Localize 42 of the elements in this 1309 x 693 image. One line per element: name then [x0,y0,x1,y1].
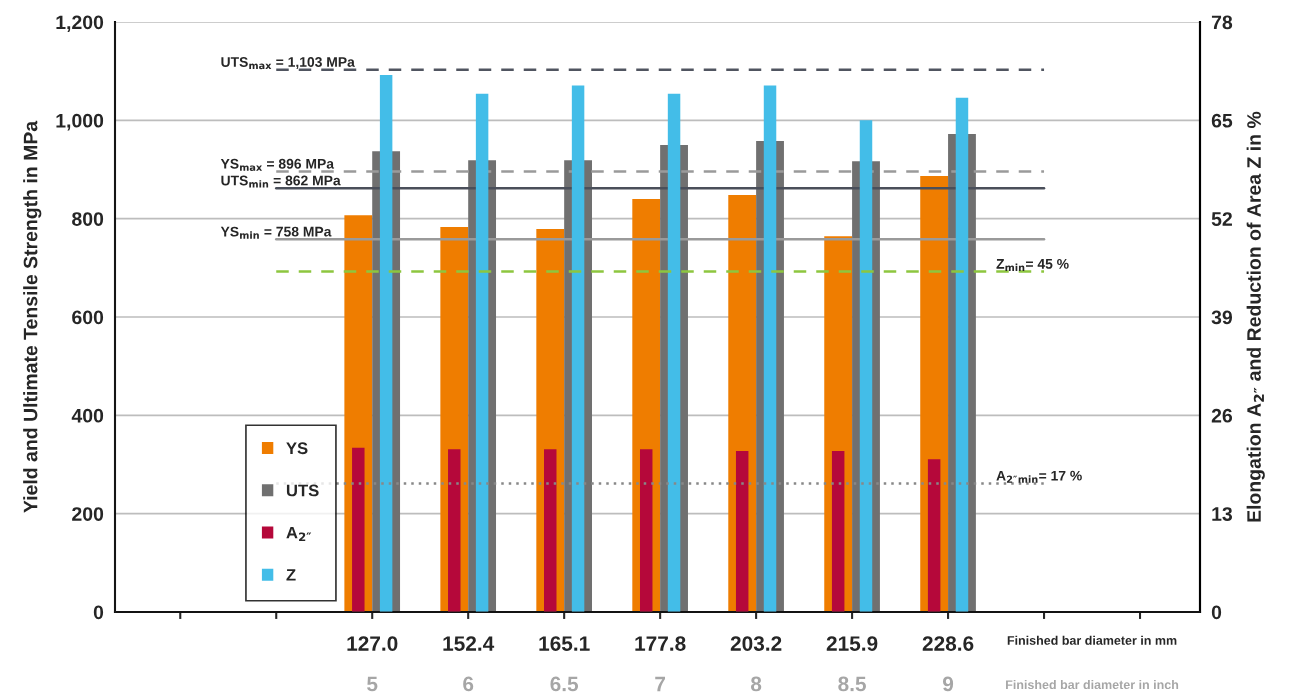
ref-line-label: Z$_{min}$= 45 % [996,259,1069,271]
bar [831,450,845,612]
y2-tick-label: 13 [1212,507,1233,521]
bar [448,449,461,612]
y-tick-label: 600 [72,310,104,325]
category-label: 152.4 6 [443,636,495,692]
bar [544,449,557,612]
category-label: 228.6 9 [922,636,974,692]
x-axis-title: Finished bar diameter in mm [1007,635,1177,645]
ref-line-label: A$_{2″min}$= 17 % [996,470,1082,483]
y-tick-label: 400 [71,408,104,423]
text: Finished bar diameter in inch [1006,679,1179,690]
y2-tick-label: 65 [1211,113,1233,128]
y2-tick-label: 78 [1211,15,1233,30]
y-tick-label: 800 [72,212,104,226]
bar [735,450,749,612]
bar [352,447,365,612]
y2-tick-label: 39 [1211,310,1233,325]
legend-label: A$_{2″}$ [286,526,312,542]
category-label: 127.0 5 [347,636,398,692]
y-tick-label: 0 [93,605,104,620]
y-axis-title: Yield and Ultimate Tensile Strength in MPa [23,120,42,513]
y2-tick-label: 26 [1211,408,1233,423]
ref-line-label: UTS$_{min}$ = 862 MPa [221,175,341,188]
legend-label: Z [286,569,296,581]
legend-label: YS [286,442,308,455]
y2-tick-label: 52 [1211,212,1232,226]
y-tick-label: 200 [72,507,104,521]
bar [927,459,941,612]
y2-axis-title: Elongation A$_{2″}$ and Reduction of Area Z in % [1246,111,1265,522]
y-tick-label: 1,000 [56,113,104,131]
bar [639,449,653,612]
ref-line-label: YS$_{max}$ = 896 MPa [220,158,335,171]
legend-label: UTS [286,484,319,497]
y2-tick-label: 0 [1211,605,1222,620]
ref-line-label: UTS$_{max}$ = 1,103 MPa [221,57,355,70]
category-label: 177.8 7 [635,636,686,692]
category-label: 203.2 8 [730,636,782,692]
y-tick-label: 1,200 [56,15,104,33]
category-label: 165.1 6.5 [539,636,590,692]
category-label: 215.9 8.5 [826,636,878,692]
ref-line-label: YS$_{min}$ = 758 MPa [220,226,332,239]
